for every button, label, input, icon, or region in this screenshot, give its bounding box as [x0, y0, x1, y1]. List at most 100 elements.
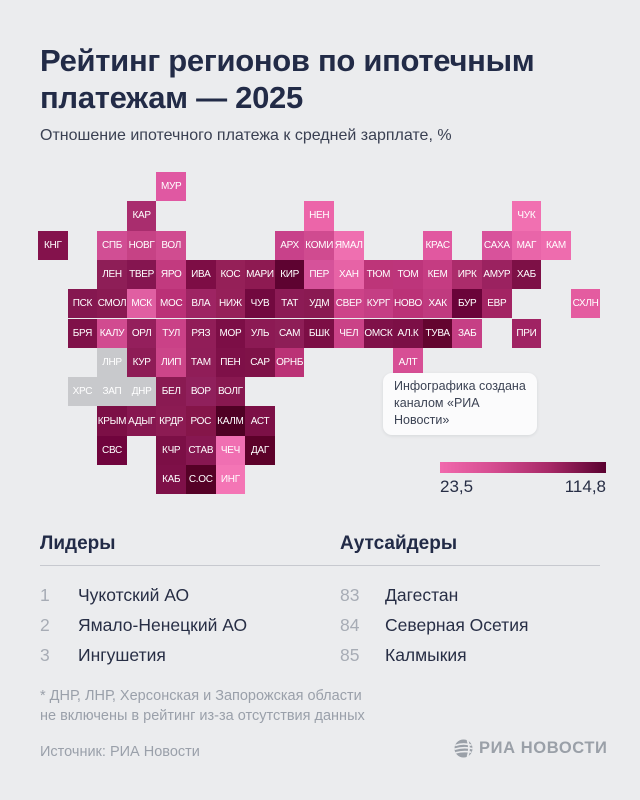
region-tile-ЗАБ: ЗАБ	[452, 318, 482, 348]
outsider-name: Калмыкия	[385, 645, 467, 665]
region-tile-КРДР: КРДР	[156, 406, 186, 436]
leader-rank: 3	[40, 645, 50, 665]
region-tile-НОВО: НОВО	[393, 289, 423, 319]
region-tile-КРЫМ: КРЫМ	[97, 406, 127, 436]
region-tile-ПСК: ПСК	[67, 289, 98, 319]
region-tile-ДНР: ДНР	[126, 377, 157, 407]
region-tile-ОРЛ: ОРЛ	[126, 318, 157, 348]
region-tile-ЧЕЛ: ЧЕЛ	[334, 318, 364, 348]
region-tile-КАБ: КАБ	[156, 465, 186, 495]
color-scale-max-label: 114,8	[564, 477, 606, 496]
region-tile-ОМСК: ОМСК	[363, 318, 394, 348]
page-subtitle: Отношение ипотечного платежа к средней з…	[40, 127, 452, 144]
region-tile-БУР: БУР	[452, 289, 482, 319]
region-tile-ЧУК: ЧУК	[511, 201, 542, 231]
region-tile-ЛЕН: ЛЕН	[97, 259, 127, 290]
leader-name: Ингушетия	[78, 645, 166, 665]
region-tile-МОР: МОР	[215, 318, 246, 348]
region-tile-ДАГ: ДАГ	[245, 435, 275, 465]
region-tile-НИЖ: НИЖ	[215, 289, 246, 319]
region-tile-ЧЕЧ: ЧЕЧ	[215, 435, 246, 465]
region-tile-КЕМ: КЕМ	[422, 259, 453, 290]
region-tile-ХАК: ХАК	[422, 289, 453, 319]
region-tile-САМ: САМ	[274, 318, 305, 348]
region-tile-ВОЛГ: ВОЛГ	[215, 377, 246, 407]
region-tile-БЕЛ: БЕЛ	[156, 377, 186, 407]
region-tile-КАР: КАР	[126, 201, 157, 231]
region-tile-ХРС: ХРС	[67, 377, 98, 407]
region-tile-ЛИП: ЛИП	[156, 347, 186, 378]
region-tile-КИР: КИР	[274, 259, 305, 290]
leader-name: Ямало-Ненецкий АО	[78, 615, 248, 635]
region-tile-ТАТ: ТАТ	[274, 289, 305, 319]
region-tile-БРЯ: БРЯ	[67, 318, 98, 348]
region-tile-САХА: САХА	[482, 230, 512, 260]
region-tile-МАГ: МАГ	[511, 230, 542, 260]
region-tile-КУРГ: КУРГ	[363, 289, 394, 319]
region-tile-КОС: КОС	[215, 259, 246, 290]
region-tile-НОВГ: НОВГ	[126, 230, 157, 260]
region-tile-АДЫГ: АДЫГ	[126, 406, 157, 436]
ria-novosti-logo: РИА НОВОСТИ	[454, 739, 608, 758]
region-tile-ПРИ: ПРИ	[511, 318, 542, 348]
ria-globe-icon	[454, 739, 473, 758]
region-tile-ПЕР: ПЕР	[304, 259, 334, 290]
region-tile-АСТ: АСТ	[245, 406, 275, 436]
region-tile-ЕВР: ЕВР	[482, 289, 512, 319]
region-tile-СВС: СВС	[97, 435, 127, 465]
region-tile-ТЮМ: ТЮМ	[363, 259, 394, 290]
leaders-heading: Лидеры	[40, 533, 116, 554]
leader-name: Чукотский АО	[78, 585, 190, 605]
region-tile-ЯРО: ЯРО	[156, 259, 186, 290]
region-tile-РОС: РОС	[186, 406, 216, 436]
outsider-rank: 84	[340, 615, 360, 635]
region-tile-СТАВ: СТАВ	[186, 435, 216, 465]
region-tile-МОС: МОС	[156, 289, 186, 319]
attribution-line2: каналом «РИА Новости»	[394, 396, 480, 427]
region-tile-АЛ.К: АЛ.К	[393, 318, 423, 348]
region-tile-ВОР: ВОР	[186, 377, 216, 407]
region-tile-МАРИ: МАРИ	[245, 259, 275, 290]
region-tile-АРХ: АРХ	[274, 230, 305, 260]
region-tile-СПБ: СПБ	[97, 230, 127, 260]
outsider-name: Северная Осетия	[385, 615, 529, 635]
region-tile-ХАБ: ХАБ	[511, 259, 542, 290]
attribution-tooltip: Инфографика создана каналом «РИА Новости…	[383, 373, 537, 435]
region-tile-ТАМ: ТАМ	[186, 347, 216, 378]
region-tile-РЯЗ: РЯЗ	[186, 318, 216, 348]
region-tile-СВЕР: СВЕР	[334, 289, 364, 319]
region-tile-УЛЬ: УЛЬ	[245, 318, 275, 348]
region-tile-КАЛМ: КАЛМ	[215, 406, 246, 436]
region-tile-ХАН: ХАН	[334, 259, 364, 290]
page-title-line2: платежам — 2025	[40, 80, 303, 115]
region-tile-БШК: БШК	[304, 318, 334, 348]
region-tile-ЧУВ: ЧУВ	[245, 289, 275, 319]
leader-row: 2 Ямало-Ненецкий АО	[40, 610, 320, 640]
region-tile-ИВА: ИВА	[186, 259, 216, 290]
region-tile-ЛНР: ЛНР	[97, 347, 127, 378]
region-tile-КОМИ: КОМИ	[304, 230, 334, 260]
region-tile-С.ОС: С.ОС	[186, 465, 216, 495]
page-title-line1: Рейтинг регионов по ипотечным	[40, 43, 535, 78]
outsider-rank: 85	[340, 645, 360, 665]
region-tile-МСК: МСК	[126, 289, 157, 319]
leader-rank: 2	[40, 615, 50, 635]
region-tile-СМОЛ: СМОЛ	[97, 289, 127, 319]
region-tile-ОРНБ: ОРНБ	[274, 347, 305, 378]
region-tile-ТУВА: ТУВА	[422, 318, 453, 348]
region-tile-ТОМ: ТОМ	[393, 259, 423, 290]
region-tile-КУР: КУР	[126, 347, 157, 378]
section-divider	[40, 565, 600, 566]
region-tile-ТВЕР: ТВЕР	[126, 259, 157, 290]
ria-logo-text: РИА НОВОСТИ	[479, 739, 608, 757]
outsider-row: 83 Дагестан	[340, 580, 600, 610]
footnote-line1: * ДНР, ЛНР, Херсонская и Запорожская обл…	[40, 688, 362, 704]
source-label: Источник: РИА Новости	[40, 744, 200, 760]
region-tile-МУР: МУР	[156, 172, 186, 202]
region-tile-ВОЛ: ВОЛ	[156, 230, 186, 260]
outsider-name: Дагестан	[385, 585, 459, 605]
region-tile-ТУЛ: ТУЛ	[156, 318, 186, 348]
region-tile-СХЛН: СХЛН	[570, 289, 601, 319]
region-tile-АЛТ: АЛТ	[393, 347, 423, 378]
region-tile-КАЛУ: КАЛУ	[97, 318, 127, 348]
